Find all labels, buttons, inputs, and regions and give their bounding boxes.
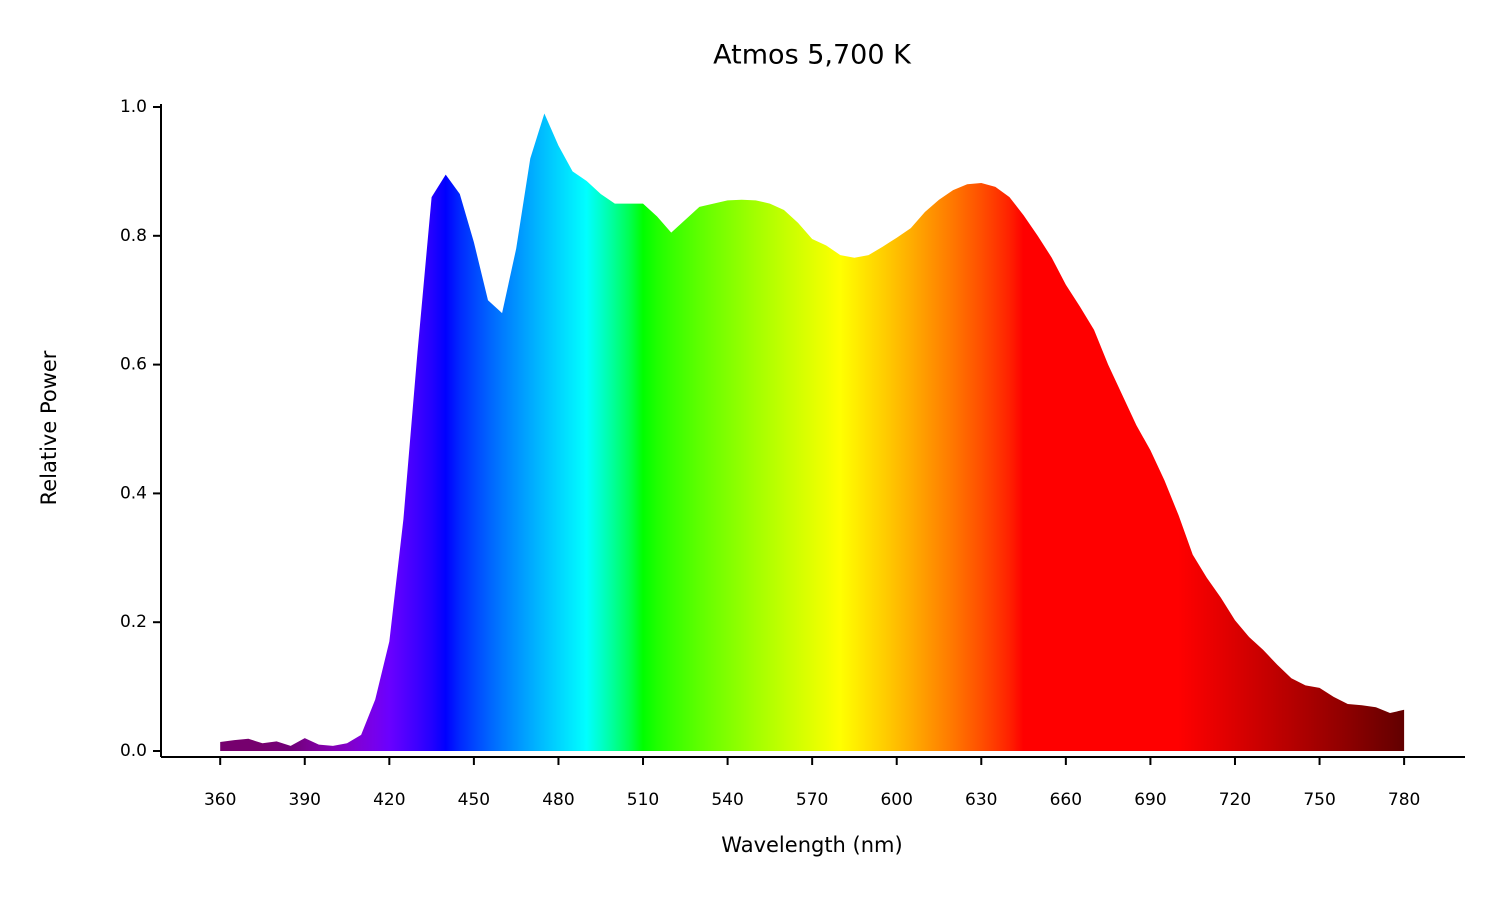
x-tick-label: 660 [1050,790,1082,810]
x-tick-label: 450 [458,790,490,810]
y-tick-label: 0.2 [120,612,147,632]
y-axis-label: Relative Power [37,350,61,505]
y-tick-label: 0.4 [120,483,147,503]
x-tick-label: 570 [796,790,828,810]
x-tick-label: 360 [204,790,236,810]
x-tick-label: 690 [1134,790,1166,810]
x-tick-label: 480 [542,790,574,810]
x-tick-label: 600 [880,790,912,810]
y-tick-label: 0.0 [120,741,147,761]
chart-title: Atmos 5,700 K [713,40,912,71]
spectrum-area [220,113,1405,752]
x-tick-label: 510 [627,790,659,810]
y-tick-label: 1.0 [120,97,147,117]
x-tick-label: 540 [711,790,743,810]
x-tick-label: 780 [1388,790,1420,810]
y-tick-label: 0.8 [120,226,147,246]
x-axis-label: Wavelength (nm) [721,833,902,857]
x-tick-label: 750 [1303,790,1335,810]
x-tick-label: 420 [373,790,405,810]
x-tick-label: 630 [965,790,997,810]
x-tick-label: 720 [1219,790,1251,810]
x-tick-label: 390 [289,790,321,810]
y-tick-label: 0.6 [120,355,147,375]
